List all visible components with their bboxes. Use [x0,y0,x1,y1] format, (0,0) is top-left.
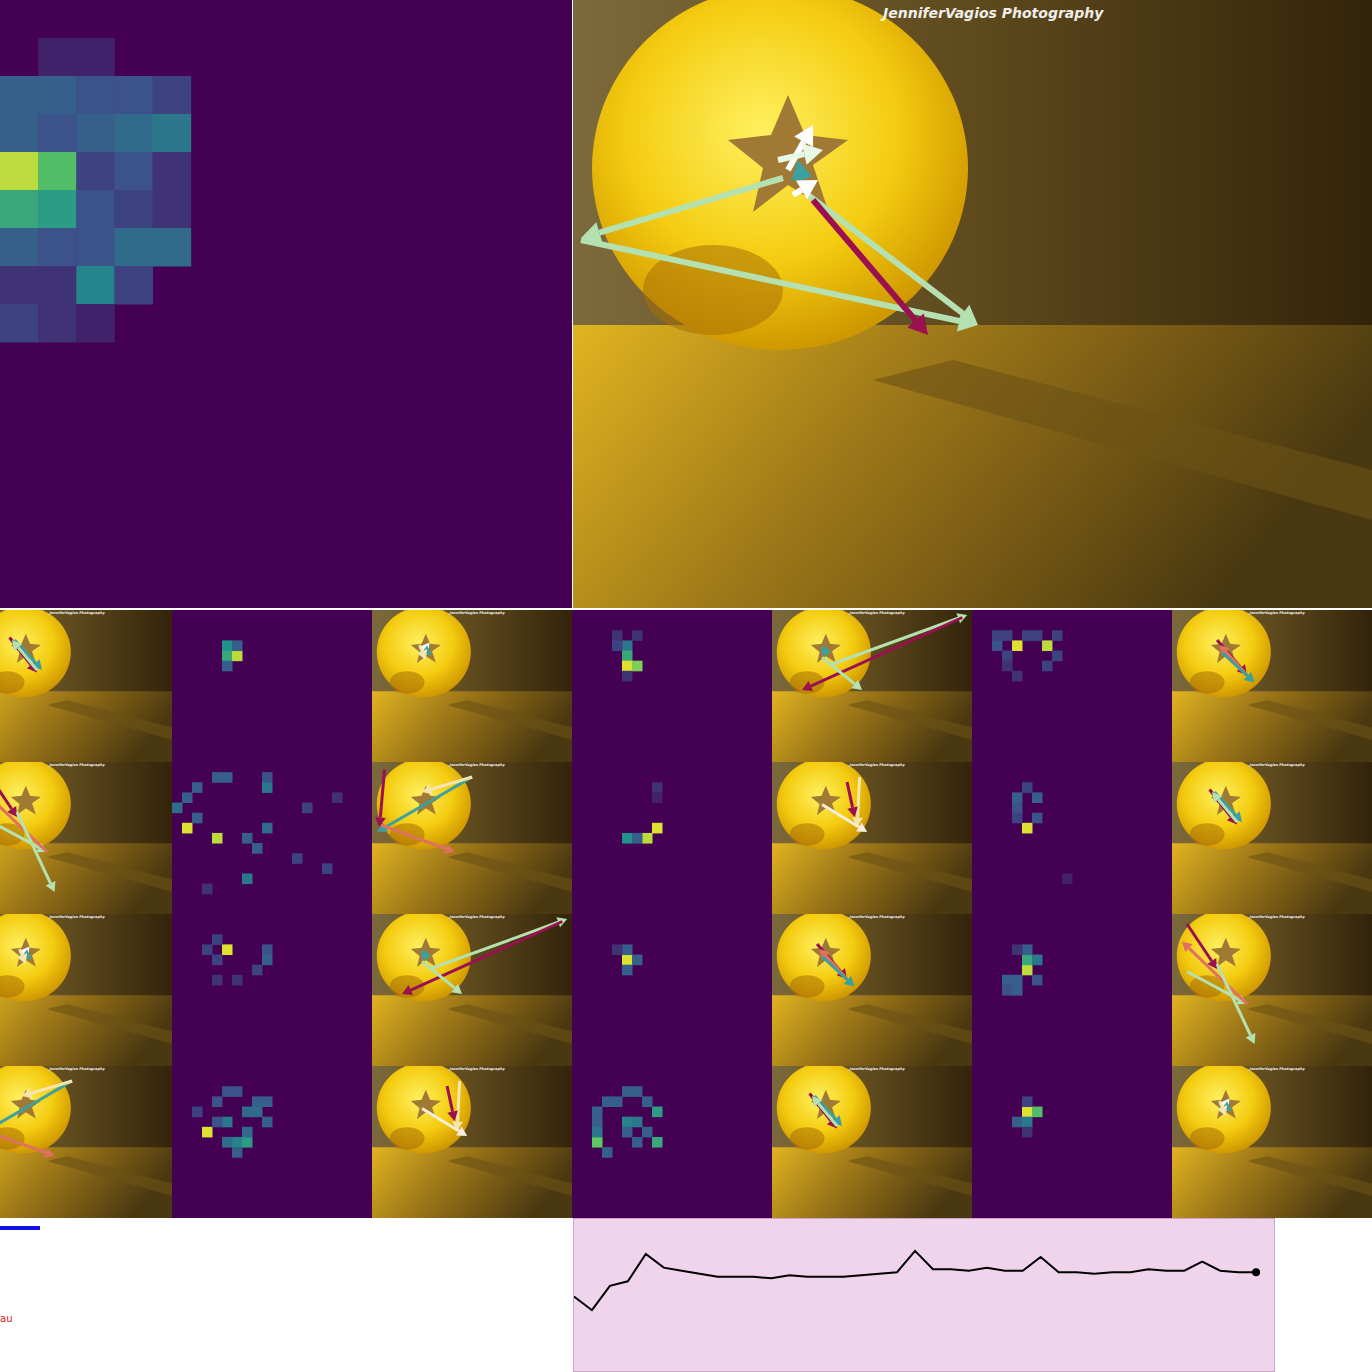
svg-text:JenniferVagios Photography: JenniferVagios Photography [49,916,106,920]
svg-text:JenniferVagios Photography: JenniferVagios Photography [849,612,906,616]
svg-text:JenniferVagios Photography: JenniferVagios Photography [849,1068,906,1072]
svg-text:JenniferVagios Photography: JenniferVagios Photography [1249,612,1306,616]
svg-text:JenniferVagios Photography: JenniferVagios Photography [49,1068,106,1072]
svg-text:JenniferVagios Photography: JenniferVagios Photography [49,612,106,616]
svg-text:JenniferVagios Photography: JenniferVagios Photography [449,764,506,768]
svg-text:JenniferVagios Photography: JenniferVagios Photography [849,764,906,768]
svg-text:JenniferVagios Photography: JenniferVagios Photography [449,1068,506,1072]
html-text:au: au [0,1313,13,1324]
svg-text:JenniferVagios Photography: JenniferVagios Photography [449,916,506,920]
svg-text:JenniferVagios Photography: JenniferVagios Photography [1249,764,1306,768]
svg-text:JenniferVagios Photography: JenniferVagios Photography [49,764,106,768]
svg-text:JenniferVagios Photography: JenniferVagios Photography [849,916,906,920]
svg-text:JenniferVagios Photography: JenniferVagios Photography [880,5,1104,21]
svg-text:JenniferVagios Photography: JenniferVagios Photography [1249,1068,1306,1072]
svg-text:JenniferVagios Photography: JenniferVagios Photography [449,612,506,616]
svg-text:JenniferVagios Photography: JenniferVagios Photography [1249,916,1306,920]
